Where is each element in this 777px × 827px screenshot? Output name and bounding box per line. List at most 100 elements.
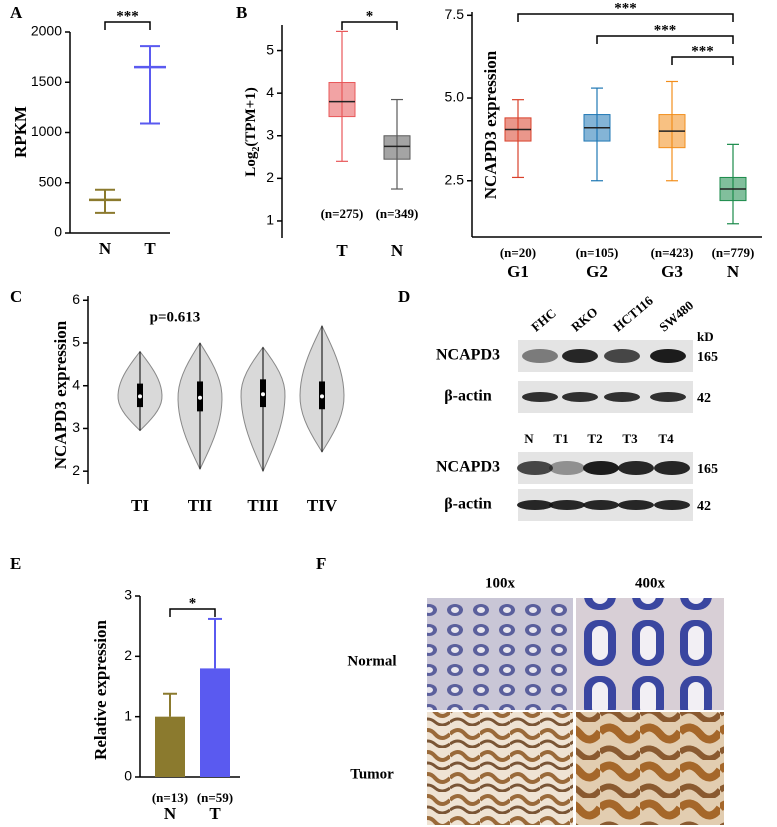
n-label: (n=349)	[376, 206, 419, 221]
y-tick-label: 3	[266, 126, 274, 142]
y-tick-label: 2	[72, 462, 80, 478]
y-label-part: Log	[243, 151, 259, 177]
violin-median	[198, 395, 202, 400]
y-tick-label: 4	[72, 376, 80, 392]
blot-band	[618, 500, 654, 510]
x-tick-label: T	[336, 241, 348, 260]
blot-band	[604, 392, 640, 402]
x-tick-label: N	[164, 804, 177, 823]
blot-band	[583, 500, 619, 510]
n-label: (n=59)	[197, 790, 233, 805]
x-tick-label: G1	[507, 262, 529, 281]
x-tick-label: TII	[188, 496, 213, 515]
ihc-image	[427, 598, 573, 710]
blot-band	[650, 392, 686, 402]
y-tick-label: 5.0	[445, 89, 465, 105]
significance-label: *	[366, 8, 374, 24]
significance-bracket	[671, 56, 734, 65]
x-tick-label: N	[99, 239, 112, 258]
blot-band	[583, 461, 619, 475]
blot-row-label: NCAPD3	[436, 347, 500, 364]
blot-size: 165	[697, 462, 718, 477]
y-axis-label: NCAPD3 expression	[51, 320, 70, 469]
significance-label: ***	[654, 22, 677, 38]
x-tick-label: T	[144, 239, 156, 258]
panel-label: E	[10, 554, 21, 573]
y-tick-label: 5	[72, 334, 80, 350]
y-tick-label: 1	[266, 212, 274, 228]
blot-row-label: β-actin	[444, 388, 492, 405]
x-tick-label: TIII	[247, 496, 279, 515]
bar	[155, 716, 185, 777]
significance-label: ***	[614, 0, 637, 16]
y-tick-label: 1500	[31, 73, 62, 89]
blot-band	[522, 349, 558, 363]
blot-band	[549, 500, 585, 510]
n-label: (n=423)	[651, 245, 694, 260]
y-tick-label: 7.5	[445, 6, 465, 22]
significance-bracket	[341, 21, 398, 30]
x-tick-label: TIV	[307, 496, 338, 515]
violin-median	[261, 392, 265, 397]
blot-lane: RKO	[568, 304, 600, 335]
n-label: (n=275)	[321, 206, 364, 221]
blot-unit: kD	[697, 329, 714, 344]
violin-median	[320, 394, 324, 399]
violin-median	[138, 394, 142, 399]
n-label: (n=20)	[500, 245, 536, 260]
y-tick-label: 6	[72, 291, 80, 307]
x-tick-label: G2	[586, 262, 608, 281]
ihc-row: Tumor	[350, 766, 394, 782]
y-tick-label: 1	[124, 707, 132, 723]
ihc-column: 100x	[485, 575, 516, 591]
blot-band	[654, 461, 690, 475]
blot-band	[562, 349, 598, 363]
significance-bracket	[169, 608, 216, 617]
blot-band	[562, 392, 598, 402]
ihc-image	[576, 712, 724, 825]
panel-label: F	[316, 554, 326, 573]
y-axis-label: RPKM	[11, 106, 30, 158]
blot-lane: FHC	[528, 305, 559, 334]
ihc-row: Normal	[347, 653, 396, 669]
n-label: (n=105)	[576, 245, 619, 260]
y-tick-label: 2	[266, 169, 274, 185]
significance-bracket	[596, 35, 734, 44]
panel-label: C	[10, 287, 22, 306]
blot-row-label: NCAPD3	[436, 459, 500, 476]
y-tick-label: 1000	[31, 123, 62, 139]
y-label-sub: 2	[251, 147, 262, 152]
blot-band	[549, 461, 585, 475]
y-tick-label: 5	[266, 41, 274, 57]
panel-label: A	[10, 3, 23, 22]
y-tick-label: 2.5	[445, 171, 465, 187]
y-tick-label: 3	[124, 587, 132, 603]
y-label-part: (TPM+1)	[243, 87, 259, 146]
blot-row-label: β-actin	[444, 496, 492, 513]
significance-bracket	[517, 13, 734, 22]
blot-lane: T2	[587, 431, 602, 446]
n-label: (n=13)	[152, 790, 188, 805]
blot-size: 42	[697, 391, 711, 406]
y-tick-label: 4	[266, 84, 274, 100]
n-label: (n=779)	[712, 245, 755, 260]
y-axis-label: Relative expression	[91, 619, 110, 759]
significance-label: *	[189, 595, 197, 611]
x-tick-label: N	[391, 241, 404, 260]
blot-lane: T3	[622, 431, 638, 446]
box	[383, 135, 411, 160]
ihc-column: 400x	[635, 575, 666, 591]
panel-label: D	[398, 287, 410, 306]
bar	[200, 668, 230, 777]
y-tick-label: 2	[124, 647, 132, 663]
blot-band	[604, 349, 640, 363]
panel-label: B	[236, 3, 247, 22]
significance-label: ***	[116, 8, 139, 24]
significance-label: ***	[691, 43, 714, 59]
blot-band	[618, 461, 654, 475]
blot-lane: SW480	[656, 298, 696, 335]
blot-lane: T1	[553, 431, 568, 446]
blot-lane: HCT116	[610, 293, 656, 335]
blot-band	[517, 500, 553, 510]
